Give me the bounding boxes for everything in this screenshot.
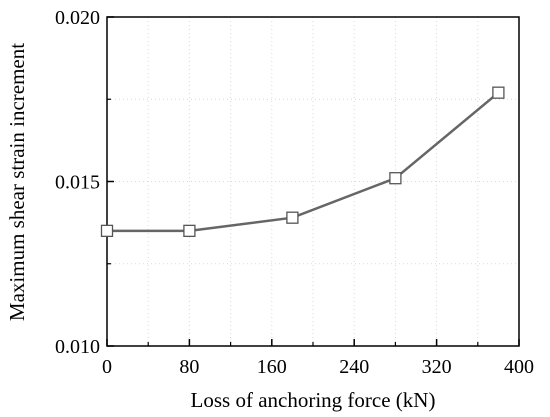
y-tick-label: 0.015 xyxy=(55,172,100,194)
y-tick-label: 0.020 xyxy=(55,7,100,29)
data-point-marker xyxy=(100,224,114,238)
y-tick-labels: 0.010 0.015 0.020 xyxy=(55,7,100,358)
x-tick-label: 400 xyxy=(504,356,534,378)
x-tick-label: 320 xyxy=(422,356,452,378)
series-line xyxy=(107,91,500,233)
x-axis-label: Loss of anchoring force (kN) xyxy=(191,388,436,412)
x-tick-label: 0 xyxy=(102,356,112,378)
data-point-marker xyxy=(492,86,505,99)
x-tick-labels: 0 80 160 240 320 400 xyxy=(102,356,534,378)
axis-ticks xyxy=(106,16,520,347)
grid-lines xyxy=(107,17,519,346)
y-axis-label: Maximum shear strain increment xyxy=(5,43,29,321)
data-point-marker xyxy=(286,211,299,224)
x-tick-label: 160 xyxy=(257,356,287,378)
y-tick-label: 0.010 xyxy=(55,336,100,358)
data-point-marker xyxy=(389,172,402,185)
series-group xyxy=(100,86,505,238)
data-point-marker xyxy=(183,224,196,238)
x-tick-label: 80 xyxy=(179,356,199,378)
x-tick-label: 240 xyxy=(339,356,369,378)
